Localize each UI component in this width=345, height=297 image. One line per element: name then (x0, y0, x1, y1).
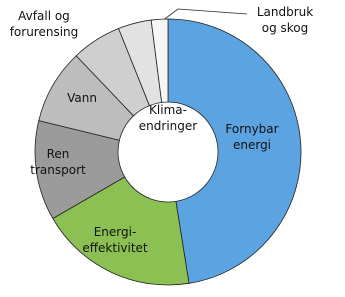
chart-title: Klima-endringer (139, 103, 197, 133)
donut-slice (52, 176, 190, 286)
slice-label: Vann (67, 91, 97, 105)
slice-label: Landbruk og skog (257, 5, 313, 35)
leader-line (161, 8, 248, 22)
donut-slice (167, 18, 302, 284)
slice-label: Avfall og forurensing (10, 9, 79, 39)
slice-label: Energi-effektivitet (82, 225, 148, 255)
slice-label: Fornybar energi (225, 122, 278, 152)
donut-slice (150, 18, 169, 103)
slice-label: Ren transport (30, 147, 86, 177)
